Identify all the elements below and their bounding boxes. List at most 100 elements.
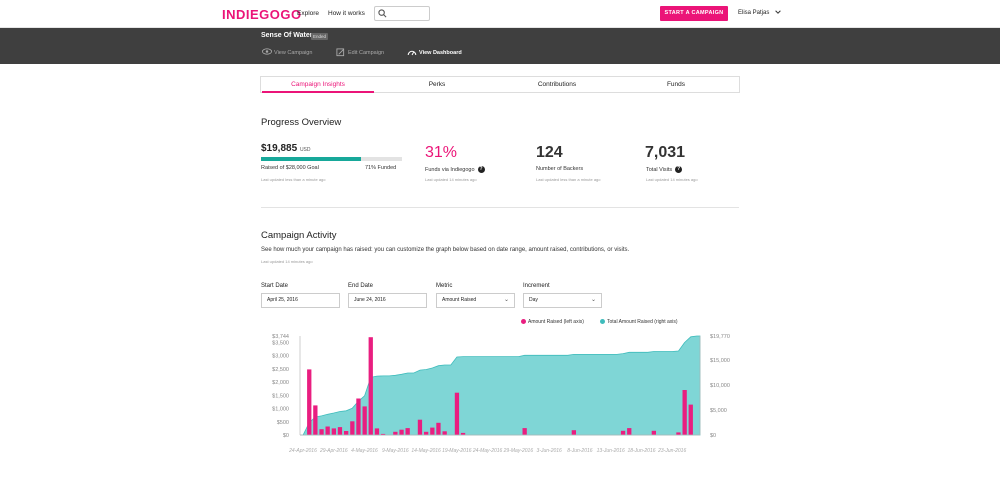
legend-total-raised-label: Total Amount Raised (right axis) [607, 319, 678, 325]
active-tab-indicator [262, 91, 374, 93]
visits-label: Total Visits? [646, 166, 683, 173]
amount-raised-bar [424, 431, 429, 435]
amount-raised-bar [399, 429, 404, 435]
amount-raised-bar [417, 419, 423, 435]
left-axis-tick-label: $3,500 [272, 341, 289, 347]
legend-amount-raised-label: Amount Raised (left axis) [528, 319, 584, 325]
amount-raised-bar [374, 428, 380, 435]
raised-updated: Last updated less than a minute ago [261, 177, 326, 182]
left-axis-tick-label: $3,000 [272, 354, 289, 360]
x-axis-tick-label: 23-Jun-2016 [657, 448, 686, 454]
tab-campaign-insights[interactable]: Campaign Insights [291, 81, 345, 88]
increment-select[interactable]: Day ⌄ [523, 293, 602, 308]
tab-contributions[interactable]: Contributions [537, 81, 577, 88]
funds-via-indiegogo-value: 31% [425, 144, 458, 161]
backers-value: 124 [536, 144, 563, 161]
amount-raised-bar [682, 390, 687, 435]
user-menu[interactable]: Elisa Patjas [738, 10, 781, 16]
amount-raised-bar [688, 404, 693, 435]
visits-updated: Last updated 14 minutes ago [646, 177, 698, 182]
edit-campaign-link[interactable]: Edit Campaign [336, 48, 385, 57]
how-it-works-link[interactable]: How it works [328, 10, 365, 17]
explore-link[interactable]: Explore [297, 10, 320, 17]
amount-raised-bar [368, 337, 373, 435]
campaign-activity-title: Campaign Activity [261, 230, 337, 241]
x-axis-tick-label: 29-May-2016 [503, 448, 534, 454]
edit-icon [336, 48, 345, 57]
x-axis-tick-label: 18-Jun-2016 [627, 448, 655, 454]
start-date-input[interactable]: April 25, 2016 [261, 293, 340, 308]
eye-icon [262, 48, 272, 55]
help-icon[interactable]: ? [675, 166, 683, 173]
amount-raised: $19,885 USD [261, 143, 311, 154]
metric-select[interactable]: Amount Raised ⌄ [436, 293, 515, 308]
progress-overview-title: Progress Overview [261, 117, 342, 128]
left-axis-tick-label: $1,500 [272, 393, 289, 399]
start-campaign-button[interactable]: START A CAMPAIGN [660, 6, 728, 21]
activity-description: See how much your campaign has raised: y… [261, 247, 630, 253]
help-icon[interactable]: ? [477, 166, 485, 173]
search-icon [378, 9, 387, 18]
view-dashboard-label: View Dashboard [419, 50, 462, 56]
view-campaign-link[interactable]: View Campaign [262, 48, 312, 56]
amount-raised-bar [337, 427, 343, 435]
amount-raised-bar [393, 431, 398, 435]
increment-value: Day [529, 297, 538, 303]
dashboard-tabs: Campaign Insights Perks Contributions Fu… [260, 76, 740, 93]
indiegogo-logo[interactable]: INDIEGOGO [222, 7, 302, 22]
amount-raised-bar [380, 433, 386, 435]
amount-raised-bar [436, 422, 441, 435]
increment-label: Increment [523, 283, 550, 289]
amount-raised-bar [627, 428, 632, 435]
visits-label-text: Total Visits [646, 166, 673, 173]
amount-raised-bar [460, 432, 466, 435]
amount-raised-bar [454, 392, 460, 435]
section-divider [261, 207, 739, 208]
x-axis-tick-label: 4-May-2016 [351, 448, 378, 454]
amount-raised-bar [676, 432, 681, 435]
x-axis-tick-label: 9-May-2016 [382, 448, 409, 454]
backers-label: Number of Backers [536, 166, 584, 172]
left-axis-tick-label: $2,500 [272, 367, 289, 373]
funded-text: 71% Funded [365, 165, 397, 171]
user-name: Elisa Patjas [738, 10, 770, 16]
right-axis-tick-label: $10,000 [710, 383, 730, 389]
amount-raised-bar [331, 428, 336, 435]
end-date-input[interactable]: June 24, 2016 [348, 293, 427, 308]
x-axis-tick-label: 24-May-2016 [472, 448, 503, 454]
funds-label-text: Funds via Indiegogo [425, 166, 475, 173]
chevron-down-icon [775, 10, 781, 14]
total-raised-area [300, 335, 701, 436]
x-axis-tick-label: 29-Apr-2016 [319, 448, 348, 454]
campaign-activity-chart: $3,744$3,500 $3,000 $2,500 $2,000 $1,500 $1,0… [272, 334, 730, 454]
campaign-title: Sense Of Water [261, 32, 313, 39]
currency-label: USD [299, 147, 311, 153]
tab-perks[interactable]: Perks [428, 81, 446, 88]
search-input[interactable] [374, 6, 430, 21]
amount-raised-bar [356, 398, 361, 435]
left-axis-tick-label: $500 [277, 420, 289, 426]
metric-label: Metric [436, 283, 453, 289]
legend-swatch-pink [521, 319, 526, 325]
amount-raised-bar [522, 428, 527, 435]
edit-campaign-label: Edit Campaign [348, 50, 385, 56]
legend-total-raised: Total Amount Raised (right axis) [600, 319, 678, 325]
x-axis-tick-label: 13-Jun-2016 [597, 448, 625, 454]
funds-via-indiegogo-label: Funds via Indiegogo? [425, 166, 485, 173]
campaign-bar: Sense Of Water Ended View Campaign Edit … [0, 28, 1000, 64]
status-badge: Ended [311, 33, 329, 40]
tab-funds[interactable]: Funds [666, 81, 686, 88]
top-nav: INDIEGOGO Explore How it works START A C… [0, 0, 1000, 28]
view-dashboard-link[interactable]: View Dashboard [407, 50, 462, 56]
left-axis-tick-label: $1,000 [272, 407, 289, 413]
amount-raised-bar [350, 421, 355, 436]
legend-amount-raised: Amount Raised (left axis) [521, 319, 584, 325]
metric-value: Amount Raised [442, 297, 477, 303]
left-axis-tick-label: $3,744 [272, 334, 289, 340]
right-axis-tick-label: $5,000 [710, 408, 727, 414]
right-axis-tick-label: $15,000 [710, 358, 730, 364]
x-axis-tick-label: 19-May-2016 [442, 448, 472, 454]
funds-updated: Last updated 14 minutes ago [425, 177, 477, 182]
x-axis-tick-label: 14-May-2016 [411, 448, 441, 454]
start-date-label: Start Date [261, 283, 289, 289]
